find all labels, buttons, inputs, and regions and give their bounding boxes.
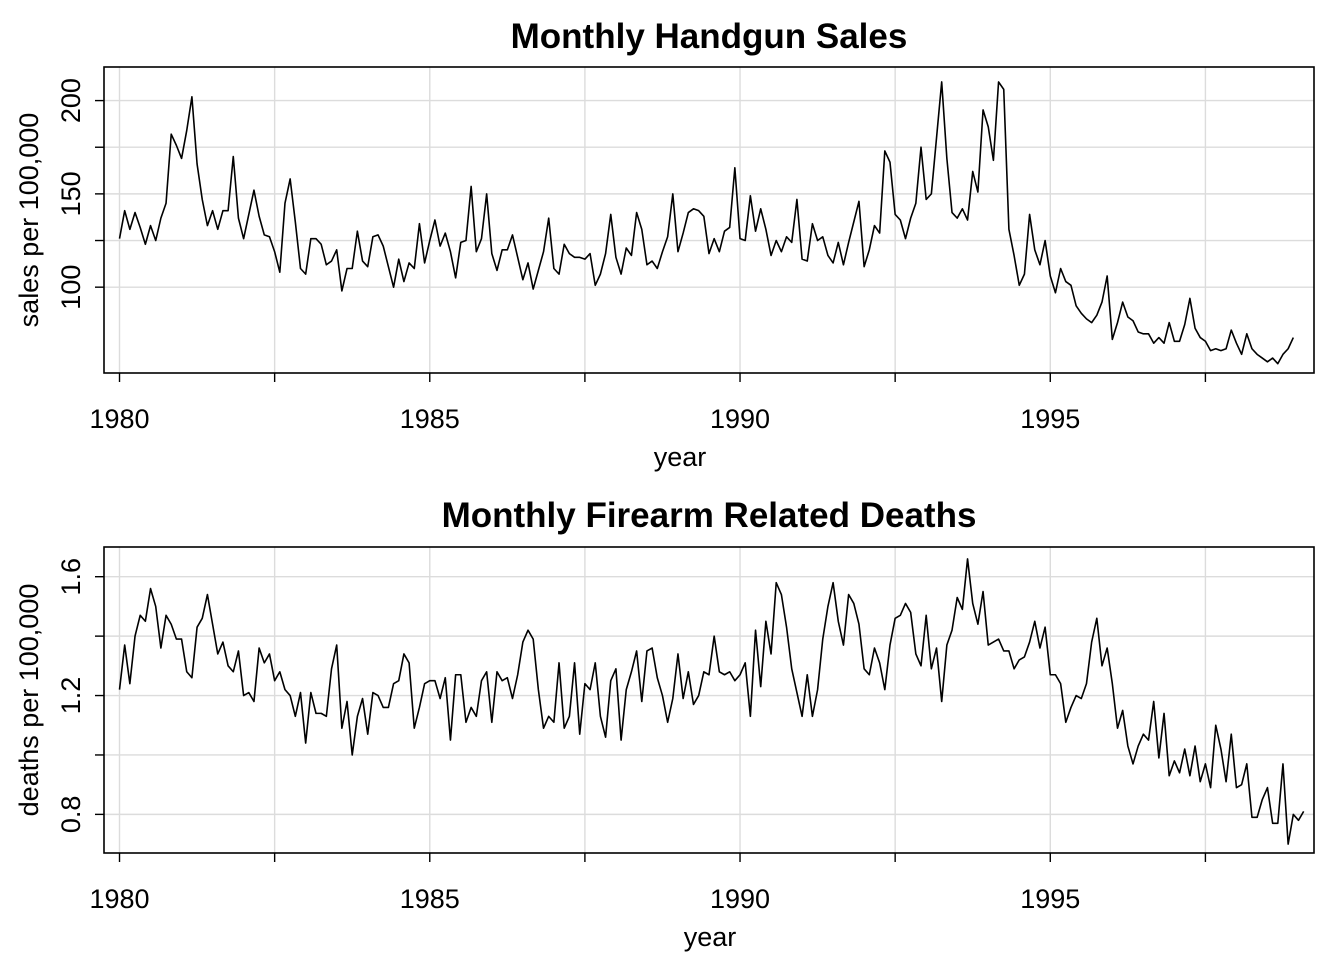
x-tick-label: 1995: [1020, 404, 1080, 434]
x-tick-label: 1980: [89, 884, 149, 914]
series-line-handgun-sales: [118, 81, 1295, 365]
chart-title-firearm-deaths: Monthly Firearm Related Deaths: [442, 496, 977, 535]
y-tick-label: 0.8: [56, 796, 86, 834]
y-axis-label-firearm-deaths: deaths per 100,000: [14, 584, 44, 817]
series-line-firearm-deaths: [118, 558, 1305, 845]
x-tick-label: 1990: [710, 404, 770, 434]
ticks-handgun-sales: 1980 1985 1990 1995 100 150 200: [56, 78, 1207, 434]
x-tick-label: 1990: [710, 884, 770, 914]
gridlines-handgun-sales: [104, 67, 1314, 373]
y-tick-label: 200: [56, 78, 86, 123]
y-tick-label: 1.6: [56, 558, 86, 596]
plot-frame-firearm-deaths: [103, 546, 1315, 854]
x-tick-label: 1995: [1020, 884, 1080, 914]
firearm-deaths-panel: Monthly Firearm Related Deaths year deat…: [14, 496, 1315, 952]
y-tick-label: 100: [56, 265, 86, 310]
y-axis-label-handgun-sales: sales per 100,000: [14, 113, 44, 328]
plot-frame-handgun-sales: [103, 66, 1315, 374]
gridlines-firearm-deaths: [104, 547, 1314, 853]
ticks-firearm-deaths: 1980 1985 1990 1995 0.8 1.2 1.6: [56, 558, 1207, 914]
handgun-sales-panel: Monthly Handgun Sales year sales per 100…: [14, 17, 1315, 472]
y-tick-label: 1.2: [56, 677, 86, 715]
x-axis-label-firearm-deaths: year: [684, 922, 737, 952]
y-tick-label: 150: [56, 171, 86, 216]
x-tick-label: 1985: [400, 884, 460, 914]
x-axis-label-handgun-sales: year: [654, 442, 707, 472]
x-tick-label: 1985: [400, 404, 460, 434]
chart-title-handgun-sales: Monthly Handgun Sales: [511, 17, 908, 56]
x-tick-label: 1980: [89, 404, 149, 434]
